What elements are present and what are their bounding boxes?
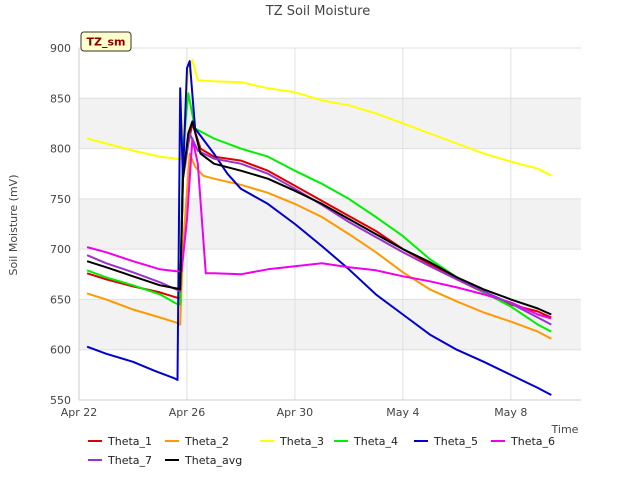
y-tick-label-0: 550 xyxy=(50,394,71,407)
legend-label-theta-7: Theta_7 xyxy=(107,454,152,467)
y-tick-label-3: 700 xyxy=(50,243,71,256)
chart-tag: TZ_sm xyxy=(80,31,132,52)
legend-item-theta-6: Theta_6 xyxy=(491,435,555,448)
x-axis-label: Time xyxy=(551,423,579,436)
y-tick-label-6: 850 xyxy=(50,92,71,105)
y-tick-label-1: 600 xyxy=(50,344,71,357)
y-tick-label-2: 650 xyxy=(50,293,71,306)
series-line-theta-6 xyxy=(86,137,552,320)
x-tick-label-1: Apr 26 xyxy=(169,406,206,419)
series-line-theta-3 xyxy=(86,59,552,177)
legend-label-theta-4: Theta_4 xyxy=(353,435,398,448)
legend-item-theta-1: Theta_1 xyxy=(88,435,152,448)
legend-label-theta-5: Theta_5 xyxy=(433,435,478,448)
y-axis-label: Soil Moisture (mV) xyxy=(7,175,20,276)
chart-title: TZ Soil Moisture xyxy=(265,4,371,19)
legend-label-theta-2: Theta_2 xyxy=(184,435,229,448)
y-tick-label-7: 900 xyxy=(50,42,71,55)
x-tick-label-3: May 4 xyxy=(386,406,419,419)
x-tick-label-2: Apr 30 xyxy=(277,406,314,419)
legend-item-theta-avg: Theta_avg xyxy=(165,454,242,467)
legend-item-theta-7: Theta_7 xyxy=(88,454,152,467)
legend-label-theta-3: Theta_3 xyxy=(279,435,324,448)
background-band-2 xyxy=(79,98,581,149)
legend-item-theta-3: Theta_3 xyxy=(260,435,324,448)
series-line-theta-5 xyxy=(86,60,552,396)
legend: Theta_1 Theta_2 Theta_3 Theta_4 Theta_5 Theta… xyxy=(88,435,555,467)
y-tick-label-5: 800 xyxy=(50,143,71,156)
legend-label-theta-1: Theta_1 xyxy=(107,435,152,448)
x-tick-label-4: May 8 xyxy=(494,406,527,419)
x-tick-label-0: Apr 22 xyxy=(61,406,98,419)
background-band-0 xyxy=(79,299,581,350)
series-line-theta-2 xyxy=(86,152,552,340)
chart-tag-label: TZ_sm xyxy=(87,36,126,49)
legend-label-theta-avg: Theta_avg xyxy=(184,454,242,467)
chart-tag-box xyxy=(80,31,132,52)
series-line-theta-avg xyxy=(86,120,552,316)
legend-item-theta-5: Theta_5 xyxy=(414,435,478,448)
background-band-1 xyxy=(79,198,581,250)
legend-item-theta-2: Theta_2 xyxy=(165,435,229,448)
legend-label-theta-6: Theta_6 xyxy=(510,435,555,448)
legend-item-theta-4: Theta_4 xyxy=(334,435,398,448)
y-tick-label-4: 750 xyxy=(50,193,71,206)
